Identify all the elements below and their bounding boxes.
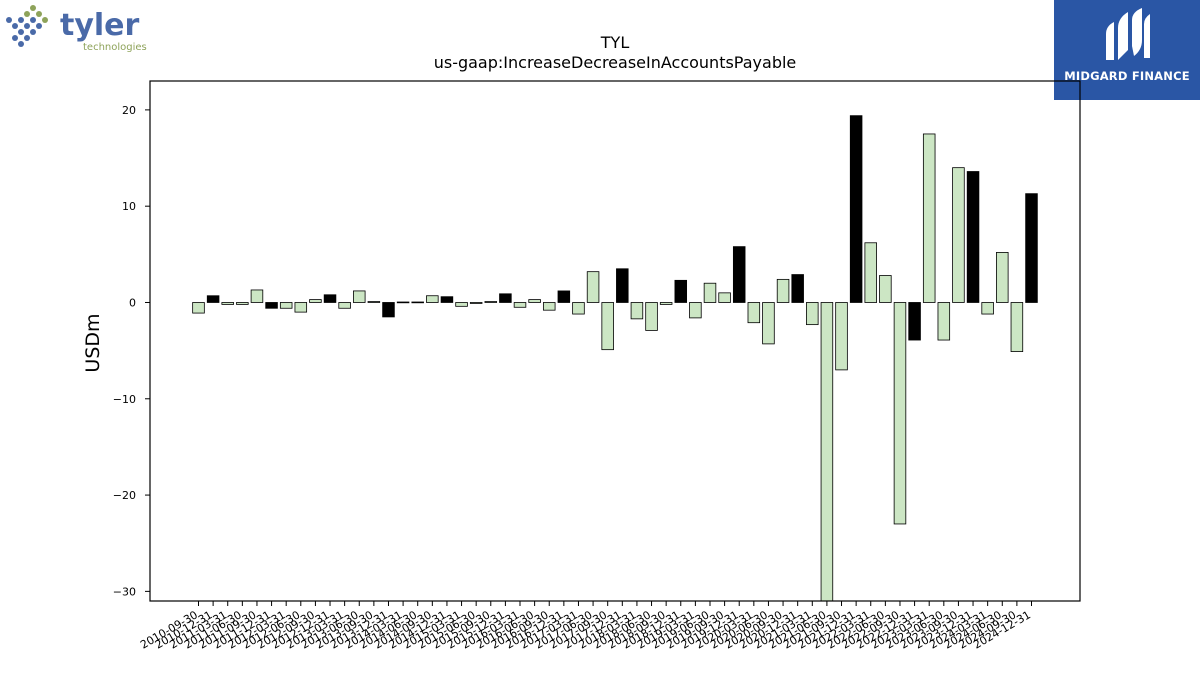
bar-2022-03-31 — [864, 242, 877, 303]
bar-2010-09-30 — [192, 302, 205, 314]
bar-2019-12-31 — [732, 246, 746, 303]
bar-2013-09-30 — [367, 301, 381, 303]
bar-2013-03-31 — [338, 302, 351, 309]
bar-2014-09-30 — [426, 295, 439, 303]
tyler-wordmark: tyler — [60, 8, 140, 43]
plot-frame — [149, 80, 1081, 602]
bar-2023-12-31 — [966, 171, 980, 303]
y-tick-label: 10 — [122, 200, 136, 213]
y-axis-label: USDm — [82, 313, 104, 372]
bar-2015-12-31 — [499, 293, 512, 303]
bar-2020-12-31 — [791, 274, 804, 303]
bar-2011-09-30 — [250, 289, 264, 303]
bar-2021-06-30 — [820, 302, 834, 602]
bar-2022-09-30 — [893, 302, 907, 525]
bar-2023-06-30 — [937, 302, 951, 341]
bar-2024-09-30 — [1010, 302, 1024, 352]
bar-2012-03-31 — [279, 302, 293, 309]
midgard-finance-name: MIDGARD FINANCE — [1064, 69, 1190, 83]
midgard-finance-logo: MIDGARD FINANCE — [1054, 0, 1200, 100]
bar-2024-03-31 — [981, 302, 994, 315]
bar-2020-03-31 — [747, 302, 761, 324]
bar-2017-09-30 — [601, 302, 614, 351]
bar-2011-12-31 — [265, 302, 278, 309]
bar-2018-09-30 — [659, 302, 673, 305]
chart-title: TYL — [600, 33, 630, 52]
y-tick-label: 0 — [129, 296, 136, 309]
bar-2016-09-30 — [542, 302, 556, 311]
y-tick-label: −10 — [113, 393, 136, 406]
bar-2014-06-30 — [411, 301, 424, 304]
midgard-emblem-icon — [1106, 8, 1150, 60]
y-tick-label: 20 — [122, 104, 136, 117]
bar-2018-03-31 — [630, 302, 644, 320]
bar-2017-03-31 — [572, 302, 585, 315]
tyler-subtitle: technologies — [83, 42, 147, 53]
bar-2010-12-31 — [206, 295, 220, 303]
bar-2013-12-31 — [382, 302, 395, 318]
y-tick-label: −30 — [113, 585, 136, 598]
bar-2022-12-31 — [908, 302, 921, 341]
bar-2023-09-30 — [952, 167, 965, 303]
bar-2014-12-31 — [440, 296, 454, 303]
bar-2016-03-31 — [513, 302, 527, 308]
y-axis-ticks: −30 −20 −10 0 10 20 — [113, 104, 150, 598]
bar-2019-06-30 — [703, 282, 717, 303]
bar-2020-06-30 — [762, 302, 775, 345]
bar-2012-09-30 — [309, 299, 322, 303]
bar-2021-03-31 — [806, 302, 819, 326]
bar-2021-12-31 — [849, 115, 863, 303]
bar-2018-12-31 — [674, 279, 688, 303]
bar-2011-06-30 — [236, 302, 249, 305]
y-tick-label: −20 — [113, 489, 136, 502]
bar-2016-12-31 — [557, 290, 571, 303]
bar-2019-03-31 — [689, 302, 702, 319]
bar-2011-03-31 — [221, 302, 234, 305]
bar-2015-06-30 — [469, 302, 483, 304]
bars-group — [192, 115, 1038, 602]
bar-2012-06-30 — [294, 302, 308, 313]
bar-2021-09-30 — [835, 302, 848, 371]
bar-2014-03-31 — [396, 301, 410, 304]
bar-2024-12-31 — [1025, 193, 1038, 303]
bar-2023-03-31 — [922, 133, 936, 303]
bar-2017-12-31 — [616, 268, 629, 303]
bar-2015-09-30 — [484, 301, 498, 303]
bar-2012-12-31 — [323, 294, 337, 303]
bar-2022-06-30 — [879, 275, 892, 303]
bar-2020-09-30 — [776, 278, 790, 303]
bar-2016-06-30 — [528, 299, 541, 303]
bar-2024-06-30 — [996, 252, 1009, 303]
bar-2015-03-31 — [455, 302, 468, 307]
tyler-logo-graphic: tyler technologies — [6, 5, 147, 53]
tyler-logo: tyler technologies — [0, 0, 160, 60]
bar-2017-06-30 — [586, 271, 600, 303]
bar-2018-06-30 — [645, 302, 658, 331]
bar-2013-06-30 — [353, 290, 366, 303]
x-axis-ticks: 2010-09-302010-12-312011-03-312011-06-30… — [138, 601, 1033, 652]
tyler-dots-icon — [6, 5, 48, 47]
chart-subtitle: us-gaap:IncreaseDecreaseInAccountsPayabl… — [434, 53, 797, 72]
bar-2019-09-30 — [718, 292, 731, 303]
